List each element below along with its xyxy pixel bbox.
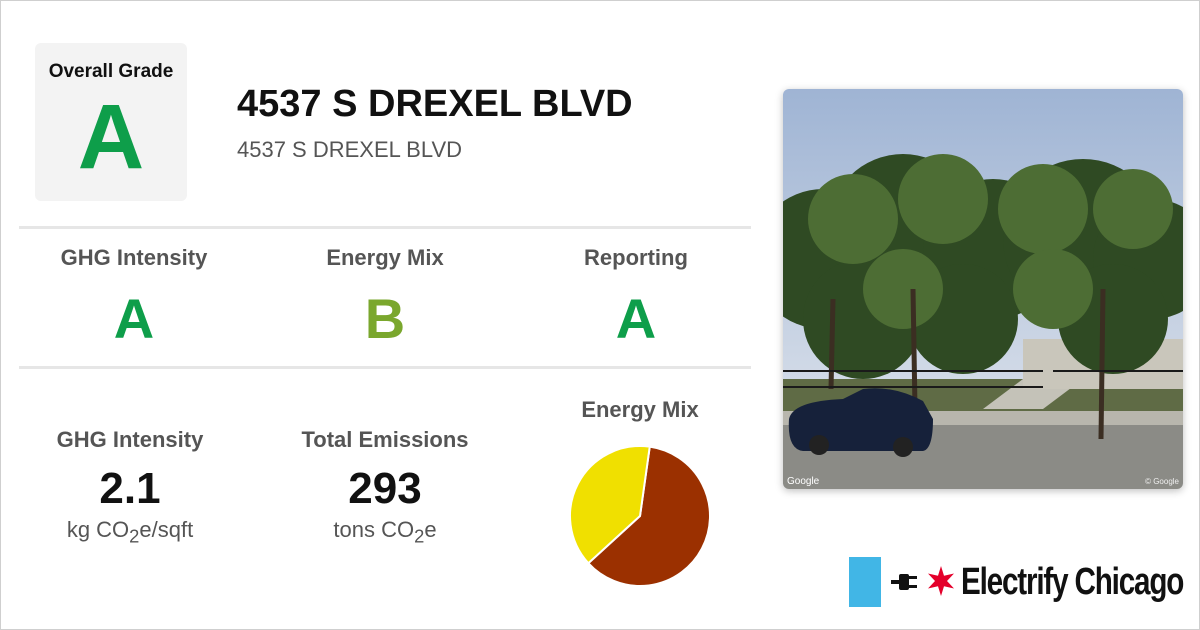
brand-name: Electrify Chicago (961, 561, 1184, 603)
overall-grade-label: Overall Grade (48, 61, 174, 82)
grade-ghg-intensity: GHG Intensity A (19, 245, 249, 347)
stat-unit: kg CO2e/sqft (15, 517, 245, 547)
stat-value: 293 (348, 464, 422, 513)
grade-energy-mix: Energy Mix B (270, 245, 500, 347)
unit-text: kg CO (66, 517, 130, 542)
grade-letter: B (364, 287, 406, 350)
stat-total-emissions: Total Emissions 293 tons CO2e (270, 427, 500, 547)
unit-subscript: 2 (129, 525, 140, 547)
building-photo: Google © Google (783, 89, 1183, 489)
grade-reporting: Reporting A (521, 245, 751, 347)
stat-unit: tons CO2e (270, 517, 500, 547)
stat-value: 2.1 (99, 464, 161, 513)
grade-letter: A (615, 287, 657, 350)
photo-credit-right: © Google (1145, 477, 1179, 486)
chicago-star-icon (928, 566, 954, 596)
grade-label: GHG Intensity (60, 245, 208, 270)
grade-label: Energy Mix (326, 245, 444, 270)
grade-label: Reporting (584, 245, 688, 270)
building-title: 4537 S DREXEL BLVD (237, 83, 633, 125)
overall-grade-box: Overall Grade A (35, 43, 187, 201)
street-view-image (783, 89, 1183, 489)
overall-grade-letter: A (77, 86, 145, 188)
unit-subscript: 2 (414, 525, 425, 547)
electrify-chicago-logo: Electrify Chicago (847, 557, 1187, 607)
energy-mix-label: Energy Mix (581, 397, 699, 422)
chicago-flag-stripe (849, 557, 881, 607)
unit-text: tons CO (333, 517, 415, 542)
divider (19, 226, 751, 229)
building-address: 4537 S DREXEL BLVD (237, 137, 463, 162)
pie-slice-1 (569, 445, 651, 565)
pie-slice-0 (586, 445, 711, 587)
stat-label: Total Emissions (301, 427, 469, 452)
grade-letter: A (113, 287, 155, 350)
unit-text: e (424, 517, 437, 542)
unit-text: e/sqft (139, 517, 194, 542)
divider (19, 366, 751, 369)
plug-icon (891, 574, 917, 590)
photo-credit-left: Google (787, 476, 820, 487)
energy-mix-pie-chart (569, 445, 711, 587)
stat-ghg-intensity: GHG Intensity 2.1 kg CO2e/sqft (15, 427, 245, 547)
stat-label: GHG Intensity (56, 427, 204, 452)
